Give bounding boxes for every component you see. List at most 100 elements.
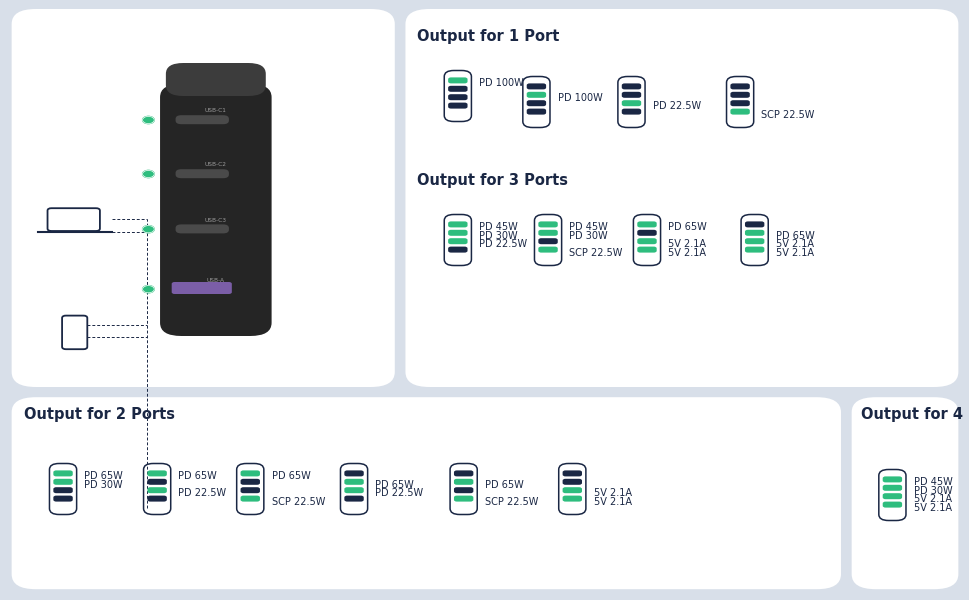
Text: PD 30W: PD 30W [913, 486, 952, 496]
FancyBboxPatch shape [448, 221, 467, 227]
FancyBboxPatch shape [236, 463, 264, 515]
FancyBboxPatch shape [147, 496, 167, 502]
FancyBboxPatch shape [744, 238, 764, 244]
Text: PD 65W: PD 65W [84, 472, 123, 481]
FancyBboxPatch shape [175, 224, 229, 233]
Circle shape [142, 226, 154, 233]
Text: 5V 2.1A: 5V 2.1A [593, 488, 631, 498]
FancyBboxPatch shape [160, 84, 271, 336]
Text: SCP 22.5W: SCP 22.5W [761, 110, 814, 119]
FancyBboxPatch shape [344, 479, 363, 485]
FancyBboxPatch shape [448, 86, 467, 92]
FancyBboxPatch shape [882, 502, 901, 508]
FancyBboxPatch shape [344, 487, 363, 493]
FancyBboxPatch shape [621, 100, 641, 106]
FancyBboxPatch shape [526, 83, 546, 89]
Text: 5V 2.1A: 5V 2.1A [668, 239, 705, 249]
FancyBboxPatch shape [453, 487, 473, 493]
Circle shape [142, 286, 154, 293]
FancyBboxPatch shape [240, 487, 260, 493]
FancyBboxPatch shape [621, 109, 641, 115]
Text: 5V 2.1A: 5V 2.1A [593, 497, 631, 506]
FancyBboxPatch shape [143, 463, 171, 515]
FancyBboxPatch shape [444, 70, 471, 121]
FancyBboxPatch shape [878, 469, 905, 521]
FancyBboxPatch shape [448, 94, 467, 100]
FancyBboxPatch shape [538, 247, 557, 253]
FancyBboxPatch shape [851, 397, 957, 589]
FancyBboxPatch shape [340, 463, 367, 515]
Text: PD 45W: PD 45W [569, 223, 608, 232]
Text: PD 45W: PD 45W [913, 478, 952, 487]
Text: Output for 2 Ports: Output for 2 Ports [24, 407, 175, 421]
FancyBboxPatch shape [882, 493, 901, 499]
Text: PD 30W: PD 30W [84, 480, 123, 490]
Text: SCP 22.5W: SCP 22.5W [271, 497, 325, 506]
FancyBboxPatch shape [526, 109, 546, 115]
FancyBboxPatch shape [621, 92, 641, 98]
FancyBboxPatch shape [730, 83, 749, 89]
Text: PD 65W: PD 65W [484, 480, 523, 490]
FancyBboxPatch shape [637, 238, 656, 244]
FancyBboxPatch shape [730, 100, 749, 106]
Text: 5V 2.1A: 5V 2.1A [913, 494, 951, 504]
FancyBboxPatch shape [562, 470, 581, 476]
FancyBboxPatch shape [444, 214, 471, 265]
Text: PD 22.5W: PD 22.5W [178, 488, 227, 498]
Text: PD 30W: PD 30W [569, 231, 608, 241]
Text: 5V 2.1A: 5V 2.1A [668, 248, 705, 257]
FancyBboxPatch shape [448, 247, 467, 253]
FancyBboxPatch shape [53, 496, 73, 502]
FancyBboxPatch shape [53, 479, 73, 485]
FancyBboxPatch shape [617, 76, 644, 127]
FancyBboxPatch shape [637, 230, 656, 236]
FancyBboxPatch shape [637, 247, 656, 253]
FancyBboxPatch shape [53, 487, 73, 493]
Circle shape [142, 170, 154, 178]
FancyBboxPatch shape [453, 470, 473, 476]
FancyBboxPatch shape [175, 115, 229, 124]
FancyBboxPatch shape [526, 100, 546, 106]
FancyBboxPatch shape [882, 485, 901, 491]
FancyBboxPatch shape [240, 470, 260, 476]
FancyBboxPatch shape [448, 103, 467, 109]
Text: PD 65W: PD 65W [668, 223, 706, 232]
FancyBboxPatch shape [448, 77, 467, 83]
Text: SCP 22.5W: SCP 22.5W [569, 248, 622, 257]
Text: USB-A: USB-A [206, 278, 225, 283]
FancyBboxPatch shape [744, 221, 764, 227]
Text: 5V 2.1A: 5V 2.1A [913, 503, 951, 512]
FancyBboxPatch shape [562, 479, 581, 485]
FancyBboxPatch shape [166, 63, 266, 96]
Text: PD 22.5W: PD 22.5W [479, 239, 527, 249]
FancyBboxPatch shape [240, 496, 260, 502]
Text: USB-C3: USB-C3 [204, 218, 227, 223]
FancyBboxPatch shape [882, 476, 901, 482]
FancyBboxPatch shape [730, 92, 749, 98]
FancyBboxPatch shape [12, 397, 840, 589]
FancyBboxPatch shape [726, 76, 753, 127]
Circle shape [142, 116, 154, 124]
FancyBboxPatch shape [744, 230, 764, 236]
FancyBboxPatch shape [526, 92, 546, 98]
Text: PD 45W: PD 45W [479, 223, 517, 232]
FancyBboxPatch shape [12, 9, 394, 387]
FancyBboxPatch shape [49, 463, 77, 515]
Text: 5V 2.1A: 5V 2.1A [775, 239, 813, 249]
Text: USB-C2: USB-C2 [204, 163, 227, 167]
Text: PD 65W: PD 65W [271, 472, 310, 481]
FancyBboxPatch shape [621, 83, 641, 89]
FancyBboxPatch shape [53, 470, 73, 476]
FancyBboxPatch shape [453, 496, 473, 502]
Text: PD 65W: PD 65W [375, 480, 414, 490]
Text: Output for 1 Port: Output for 1 Port [417, 28, 559, 43]
FancyBboxPatch shape [522, 76, 549, 127]
FancyBboxPatch shape [450, 463, 477, 515]
FancyBboxPatch shape [147, 487, 167, 493]
Text: PD 65W: PD 65W [775, 231, 814, 241]
Text: Output for 4 Ports: Output for 4 Ports [860, 407, 969, 421]
FancyBboxPatch shape [744, 247, 764, 253]
Text: PD 22.5W: PD 22.5W [375, 488, 423, 498]
FancyBboxPatch shape [175, 169, 229, 178]
Text: PD 100W: PD 100W [479, 79, 523, 88]
